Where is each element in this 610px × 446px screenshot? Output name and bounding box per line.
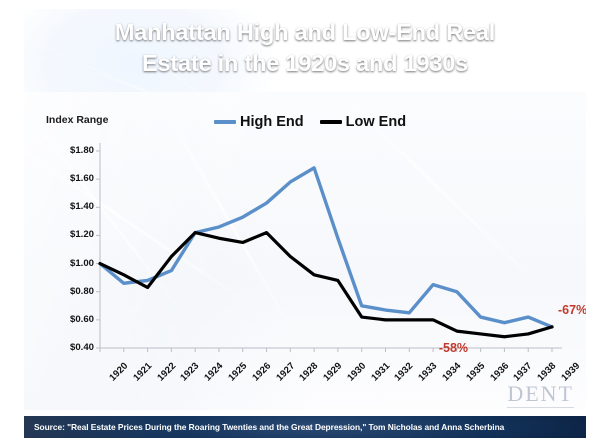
chart-series <box>98 166 554 339</box>
legend-item-high-end: High End <box>214 114 304 130</box>
y-axis-label: $1.00 <box>69 257 94 269</box>
y-axis-label: $1.60 <box>69 173 94 185</box>
dent-logo-rule <box>507 407 574 408</box>
legend-label-low-end: Low End <box>345 114 407 130</box>
page-title-line-1: Manhattan High and Low-End Real <box>114 19 496 45</box>
legend-swatch-high-end <box>214 120 236 124</box>
legend-item-low-end: Low End <box>319 114 407 130</box>
y-axis-label: $1.40 <box>69 201 94 213</box>
chart-legend: High End Low End <box>214 114 406 130</box>
annotation-low-end: -58% <box>438 341 469 356</box>
y-axis-label: $0.60 <box>69 313 94 325</box>
legend-swatch-low-end <box>319 120 342 124</box>
y-axis-label: $1.80 <box>69 145 94 156</box>
source-footer-text: Source: "Real Estate Prices During the R… <box>34 422 505 432</box>
y-axis-label: $0.40 <box>69 342 94 353</box>
dent-logo: DENT <box>507 383 574 408</box>
y-axis-label: $1.20 <box>69 229 94 241</box>
annotation-high-end: -67% <box>558 302 586 317</box>
legend-label-high-end: High End <box>240 114 304 130</box>
chart-container: Index Range High End Low End $1.80 $1.60 $… <box>24 92 586 410</box>
y-axis-label: $0.80 <box>69 285 94 297</box>
page-title-line-2: Estate in the 1920s and 1930s <box>142 50 468 77</box>
page-title: Manhattan High and Low-End Real Estate i… <box>24 9 586 79</box>
source-footer: Source: "Real Estate Prices During the R… <box>24 416 586 438</box>
title-banner: Manhattan High and Low-End Real Estate i… <box>24 9 586 92</box>
y-axis-title: Index Range <box>46 114 109 126</box>
dent-logo-text: DENT <box>507 381 574 406</box>
